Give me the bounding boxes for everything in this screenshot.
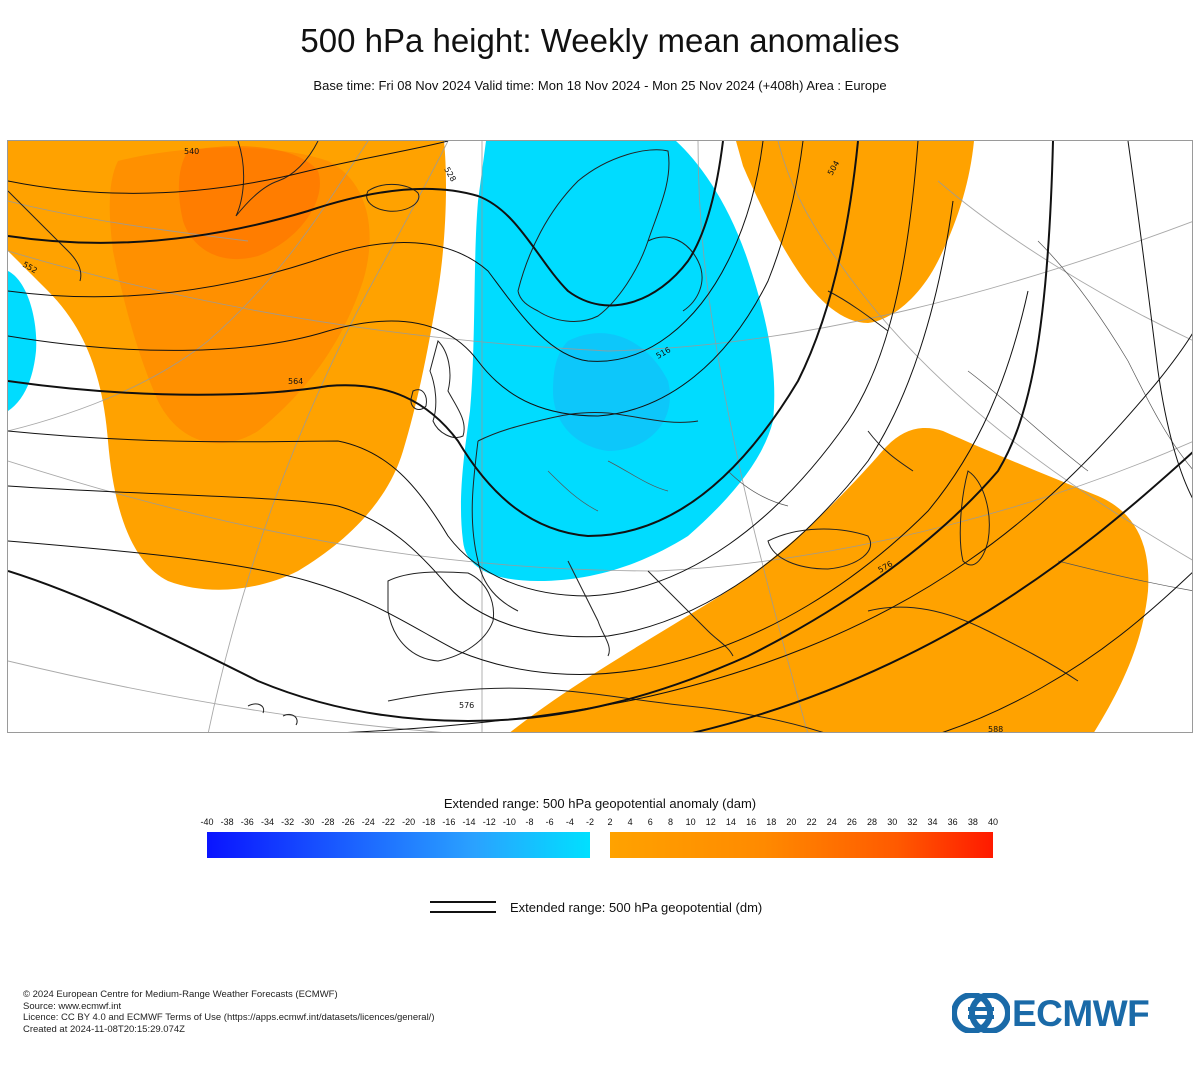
positive-tick-label: 22 [806,817,817,827]
colorbar-ticks: -40 -38 -36 -34 -32 -30 -28 -26 -24 -22 -20 -18 -16-… [0,817,1200,829]
contour-legend-label: Extended range: 500 hPa geopotential (dm… [510,900,763,915]
contour-line [8,141,724,307]
negative-tick-label: -32 [281,817,295,827]
contour-line [346,333,1192,732]
negative-tick-label: -12 [482,817,496,827]
contour-line [8,141,449,194]
negative-tick-label: -10 [502,817,516,827]
footer-copyright: © 2024 European Centre for Medium-Range … [23,989,338,1000]
negative-tick-label: -26 [341,817,355,827]
positive-tick-label: 40 [987,817,999,827]
positive-tick-label: 30 [887,817,898,827]
contour-label: 564 [288,377,303,386]
positive-tick-label: 14 [725,817,736,827]
footer-created: Created at 2024-11-08T20:15:29.074Z [23,1023,185,1035]
footer-credits: © 2024 European Centre for Medium-Range … [23,989,435,1035]
anomaly-map: 540 552 564 576 588 528 516 504 576 [7,140,1193,733]
negative-anomaly-core [553,333,670,451]
negative-tick-label: -38 [220,817,234,827]
negative-tick-label: -14 [462,817,476,827]
positive-tick-label: 26 [846,817,857,827]
negative-tick-label: -16 [442,817,456,827]
negative-tick-label: -28 [321,817,335,827]
contour-line [8,141,859,538]
negative-tick-label: -2 [585,817,595,827]
positive-tick-label: 38 [967,817,978,827]
coastlines [8,141,1192,732]
positive-tick-label: 16 [746,817,757,827]
negative-tick-label: -24 [361,817,375,827]
contour-label: 540 [184,147,199,156]
contour-legend-symbol [430,901,496,913]
positive-tick-label: 36 [947,817,958,827]
contour-line [1127,141,1192,499]
graticule [8,141,1192,732]
geopotential-contours [8,141,1192,732]
negative-tick-label: -18 [422,817,436,827]
chart-title: 500 hPa height: Weekly mean anomalies [300,22,900,59]
positive-tick-label: 18 [766,817,777,827]
positive-anomaly-southeast [510,428,1149,732]
contour-line [8,141,764,362]
negative-tick-label: -6 [545,817,554,827]
negative-tick-label: -22 [381,817,395,827]
negative-tick-label: -4 [565,817,574,827]
contour-line [8,141,804,417]
contour-line [692,451,1192,732]
ecmwf-logo-text: ECMWF [1012,993,1150,1034]
colorbar-positive [610,832,993,858]
chart-subtitle: Base time: Fri 08 Nov 2024 Valid time: M… [313,78,887,93]
ecmwf-logo: ECMWF [951,992,1182,1034]
positive-tick-label: 2 [607,817,613,827]
footer-licence: Licence: CC BY 4.0 and ECMWF Terms of Us… [23,1012,435,1023]
positive-tick-label: 28 [867,817,878,827]
positive-tick-label: 34 [927,817,938,827]
positive-tick-label: 20 [786,817,797,827]
contour-line [8,200,954,638]
negative-tick-label: -40 [200,817,214,827]
positive-tick-label: 24 [826,817,837,827]
positive-tick-label: 6 [647,817,653,827]
positive-tick-label: 32 [907,817,918,827]
positive-anomaly-greenland-core [178,146,320,260]
positive-tick-label: 4 [627,817,633,827]
positive-tick-label: 10 [685,817,696,827]
footer-source: Source: www.ecmwf.int [23,1000,122,1012]
negative-tick-label: -30 [301,817,315,827]
contour-line [8,141,919,597]
contour-label: 576 [459,701,474,710]
positive-tick-label: 8 [667,817,673,827]
negative-tick-label: -8 [525,817,534,827]
contour-line [8,290,1029,675]
negative-anomaly-west-edge [8,271,37,411]
negative-tick-label: -34 [260,817,274,827]
colorbar-negative [207,832,590,858]
contour-line [942,572,1192,732]
positive-tick-label: 12 [705,817,716,827]
negative-tick-label: -36 [240,817,254,827]
negative-tick-label: -20 [402,817,416,827]
ecmwf-logo-icon [951,992,1011,1034]
map-canvas: 540 552 564 576 588 528 516 504 576 [8,141,1192,733]
anomaly-fills [8,141,1149,732]
colorbar-title: Extended range: 500 hPa geopotential ano… [443,796,757,811]
contour-line [8,141,1054,723]
contour-label: 588 [988,725,1003,733]
